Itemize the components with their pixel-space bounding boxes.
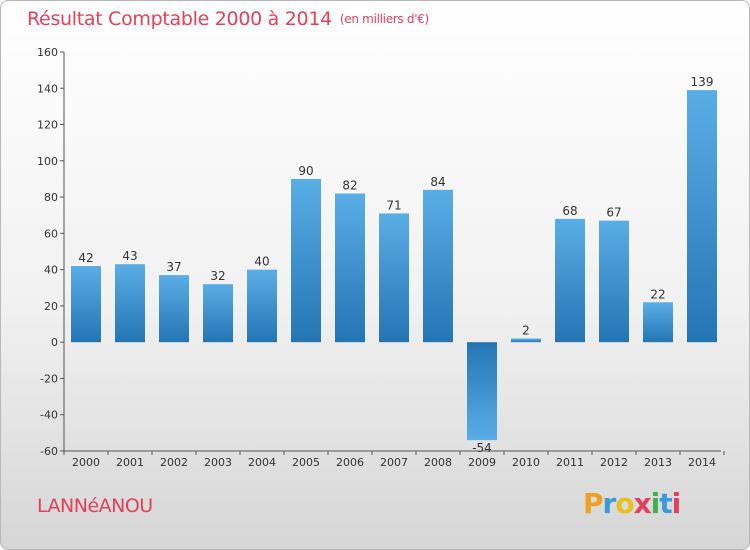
data-label-2013: 22: [650, 287, 665, 301]
bar-2001: [115, 264, 145, 343]
y-tick-label-120: 120: [37, 119, 58, 132]
y-tick-label-0: 0: [51, 336, 58, 349]
y-tick-label-160: 160: [37, 46, 58, 59]
data-label-2002: 37: [166, 260, 181, 274]
x-tick-label-2014: 2014: [688, 456, 716, 469]
data-label-2004: 40: [254, 255, 269, 269]
bar-2010: [511, 338, 541, 343]
y-tick-label-60: 60: [44, 227, 58, 240]
bar-2011: [555, 218, 585, 343]
bar-2000: [71, 266, 101, 343]
x-tick-label-2000: 2000: [72, 456, 100, 469]
x-tick-label-2010: 2010: [512, 456, 540, 469]
bar-2008: [423, 189, 453, 343]
x-tick-label-2007: 2007: [380, 456, 408, 469]
logo-letter: o: [615, 487, 634, 520]
bar-2005: [291, 178, 321, 343]
x-tick-label-2013: 2013: [644, 456, 672, 469]
bar-2007: [379, 213, 409, 343]
y-tick-label-140: 140: [37, 82, 58, 95]
bar-2002: [159, 275, 189, 343]
data-label-2012: 67: [606, 206, 621, 220]
data-label-2009: -54: [472, 441, 492, 455]
bar-2006: [335, 193, 365, 343]
data-label-2000: 42: [78, 251, 93, 265]
bars-layer: 42 43 37 32 40 90 82 71 84 -54 2 68 67 22 139: [71, 75, 717, 455]
x-tick-label-2004: 2004: [248, 456, 276, 469]
bar-2013: [643, 302, 673, 343]
data-label-2008: 84: [430, 175, 445, 189]
data-label-2007: 71: [386, 198, 401, 212]
x-tick-label-2001: 2001: [116, 456, 144, 469]
x-tick-label-2009: 2009: [468, 456, 496, 469]
x-tick-label-2005: 2005: [292, 456, 320, 469]
logo-letter: i: [650, 487, 661, 520]
y-tick-label-100: 100: [37, 155, 58, 168]
y-tick-label-20: 20: [44, 300, 58, 313]
logo-letter: x: [633, 487, 652, 520]
x-tick-label-2008: 2008: [424, 456, 452, 469]
x-tick-label-2012: 2012: [600, 456, 628, 469]
logo-letter: i: [671, 487, 682, 520]
chart-subtitle: (en milliers d'€): [339, 12, 429, 26]
x-tick-label-2011: 2011: [556, 456, 584, 469]
data-label-2001: 43: [122, 249, 137, 263]
bar-2003: [203, 284, 233, 343]
y-tick-label-80: 80: [44, 191, 58, 204]
logo-letter: r: [602, 487, 617, 520]
data-label-2006: 82: [342, 178, 357, 192]
y-tick-label--60: -60: [40, 445, 58, 458]
bar-2012: [599, 220, 629, 343]
bar-2014: [687, 90, 717, 343]
x-tick-label-2003: 2003: [204, 456, 232, 469]
y-tick-label-40: 40: [44, 264, 58, 277]
y-tick-label--20: -20: [40, 372, 58, 385]
data-label-2005: 90: [298, 164, 313, 178]
data-label-2011: 68: [562, 204, 577, 218]
data-label-2003: 32: [210, 269, 225, 283]
x-tick-label-2002: 2002: [160, 456, 188, 469]
y-tick-label--40: -40: [40, 409, 58, 422]
proxiti-logo[interactable]: Proxiti: [583, 487, 682, 520]
data-label-2014: 139: [691, 75, 714, 89]
data-label-2010: 2: [522, 324, 530, 338]
x-tick-label-2006: 2006: [336, 456, 364, 469]
logo-letter: P: [583, 487, 604, 520]
axes: 2000 2001 2002 2003 2004 2005 2006 2007 2008 2009…: [37, 46, 725, 469]
chart-title-text: Résultat Comptable 2000 à 2014: [27, 8, 332, 30]
town-name: LANNéANOU: [37, 495, 153, 517]
bar-2009: [467, 342, 497, 441]
logo-letter: t: [659, 487, 672, 520]
bar-2004: [247, 269, 277, 343]
chart-title: Résultat Comptable 2000 à 2014 (en millie…: [27, 8, 429, 30]
